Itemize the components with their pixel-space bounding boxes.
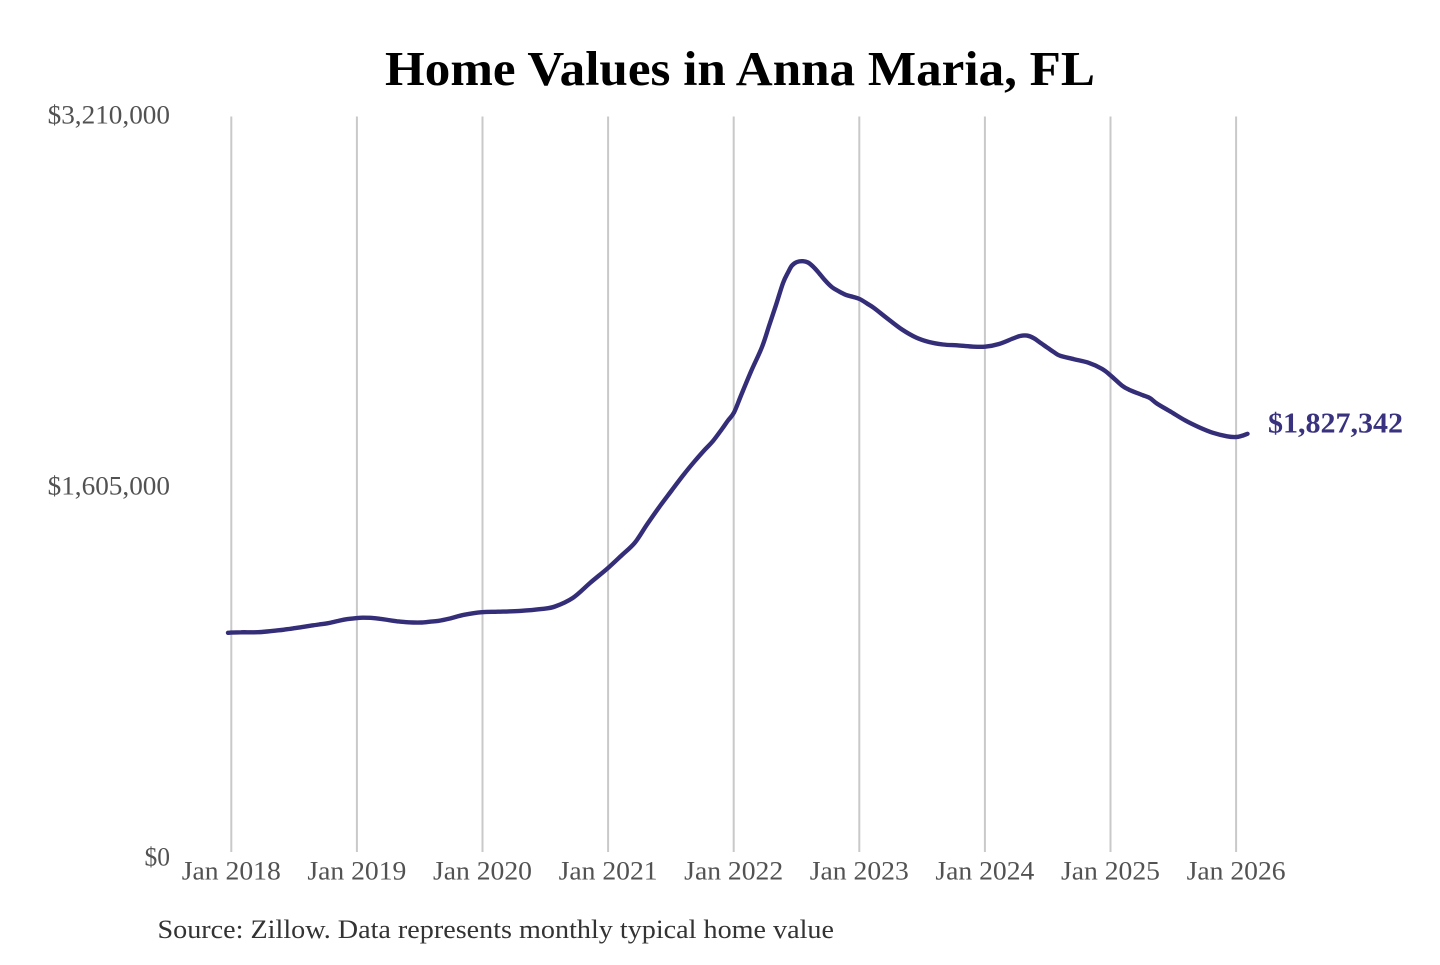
svg-text:Jan 2024: Jan 2024 (935, 857, 1034, 886)
svg-text:Jan 2021: Jan 2021 (559, 857, 658, 886)
svg-text:$1,605,000: $1,605,000 (48, 472, 170, 501)
svg-text:$1,827,342: $1,827,342 (1268, 409, 1403, 440)
svg-text:Jan 2018: Jan 2018 (182, 857, 281, 886)
svg-text:Source: Zillow. Data represent: Source: Zillow. Data represents monthly … (158, 915, 835, 944)
svg-text:Jan 2023: Jan 2023 (810, 857, 909, 886)
svg-text:Jan 2020: Jan 2020 (433, 857, 532, 886)
svg-text:Home Values in Anna Maria, FL: Home Values in Anna Maria, FL (385, 41, 1095, 96)
svg-text:Jan 2026: Jan 2026 (1187, 857, 1286, 886)
svg-text:$0: $0 (145, 843, 171, 872)
svg-text:Jan 2019: Jan 2019 (307, 857, 406, 886)
svg-text:$3,210,000: $3,210,000 (48, 101, 170, 130)
svg-text:Jan 2022: Jan 2022 (684, 857, 783, 886)
svg-text:Jan 2025: Jan 2025 (1061, 857, 1160, 886)
